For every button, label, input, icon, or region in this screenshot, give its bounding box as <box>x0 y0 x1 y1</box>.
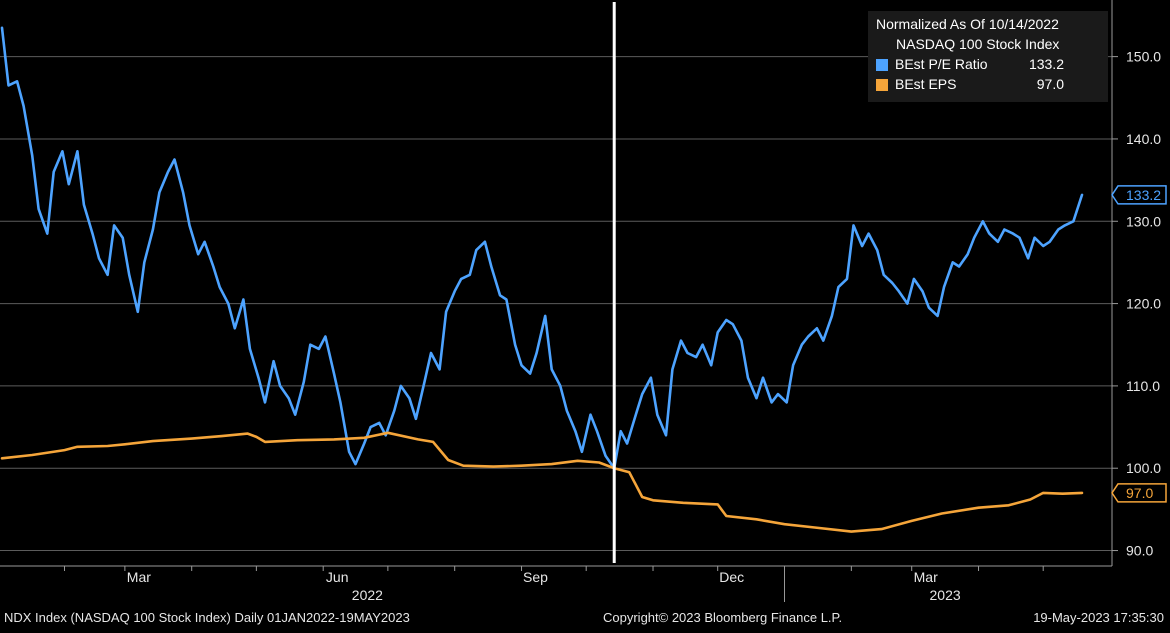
legend-swatch-eps <box>876 79 888 91</box>
last-value-tag-pe <box>1111 185 1167 205</box>
last-value-tag-eps <box>1111 483 1167 503</box>
footer-copyright: Copyright© 2023 Bloomberg Finance L.P. <box>603 610 843 625</box>
series-line-pe-ratio <box>0 26 1084 470</box>
legend-label-eps: BEst EPS <box>895 76 957 92</box>
legend-header-normalized: Normalized As Of 10/14/2022 <box>876 16 1059 32</box>
legend-box: Normalized As Of 10/14/2022 NASDAQ 100 S… <box>868 11 1108 102</box>
legend-item-eps: BEst EPS 97.0 <box>876 76 1100 94</box>
x-tick-label: Dec <box>719 569 744 585</box>
legend-header-index: NASDAQ 100 Stock Index <box>896 36 1060 52</box>
legend-label-pe: BEst P/E Ratio <box>895 56 988 72</box>
last-value-label-pe: 133.2 <box>1126 187 1161 203</box>
x-tick-label: Mar <box>127 569 151 585</box>
year-label: 2023 <box>930 587 961 603</box>
y-tick-label: 120.0 <box>1126 296 1161 312</box>
x-tick-label: Mar <box>914 569 938 585</box>
legend-swatch-pe <box>876 59 888 71</box>
y-tick-label: 140.0 <box>1126 131 1161 147</box>
y-tick-label: 150.0 <box>1126 49 1161 65</box>
footer-security-info: NDX Index (NASDAQ 100 Stock Index) Daily… <box>4 610 410 625</box>
x-tick-label: Jun <box>326 569 349 585</box>
y-tick-label: 130.0 <box>1126 213 1161 229</box>
footer-timestamp: 19-May-2023 17:35:30 <box>1033 610 1164 625</box>
series-line-eps <box>0 431 1084 533</box>
line-chart: 90.0 100.0 110.0 120.0 130.0 140.0 150.0 Mar Jun… <box>0 0 1167 603</box>
legend-value-pe: 133.2 <box>1028 56 1064 72</box>
gridlines <box>0 56 1112 552</box>
y-tick-label: 100.0 <box>1126 460 1161 476</box>
series-lines <box>0 2 1084 563</box>
y-tick-label: 90.0 <box>1126 543 1153 559</box>
y-tick-label: 110.0 <box>1126 378 1160 394</box>
year-label: 2022 <box>352 587 383 603</box>
last-value-label-eps: 97.0 <box>1126 485 1153 501</box>
axes <box>0 0 1118 602</box>
x-tick-label: Sep <box>523 569 548 585</box>
legend-value-eps: 97.0 <box>1036 76 1064 92</box>
axis-labels: 90.0 100.0 110.0 120.0 130.0 140.0 150.0 Mar Jun… <box>127 49 1167 603</box>
legend-item-pe: BEst P/E Ratio 133.2 <box>876 56 1100 74</box>
footer-bar: NDX Index (NASDAQ 100 Stock Index) Daily… <box>0 606 1170 633</box>
